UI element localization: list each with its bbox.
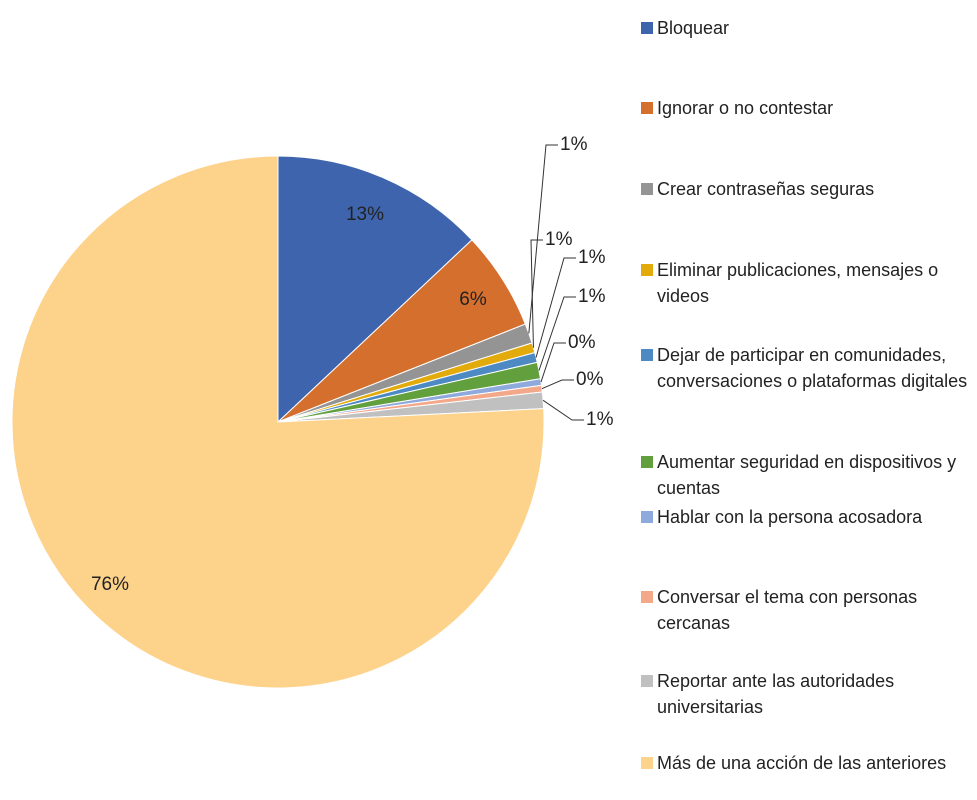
leader-line: [538, 296, 576, 371]
leader-line: [542, 399, 584, 421]
legend-item: Crear contraseñas seguras: [641, 176, 975, 202]
legend-item: Hablar con la persona acosadora: [641, 504, 975, 530]
legend-label: Crear contraseñas seguras: [657, 179, 875, 199]
data-label: 1%: [578, 247, 606, 268]
legend-swatch: [641, 264, 653, 276]
legend-item: Conversar el tema con personas cercanas: [641, 584, 975, 636]
legend-swatch: [641, 183, 653, 195]
legend-label: Dejar de participar en comunidades, conv…: [657, 345, 968, 391]
legend-item: Bloquear: [641, 15, 975, 41]
legend-item: Ignorar o no contestar: [641, 95, 975, 121]
legend-item: Más de una acción de las anteriores: [641, 750, 975, 776]
legend-label: Ignorar o no contestar: [657, 98, 834, 118]
legend-label: Aumentar seguridad en dispositivos y cue…: [657, 452, 957, 498]
legend-swatch: [641, 349, 653, 361]
leader-line: [530, 239, 543, 348]
data-label: 76%: [91, 574, 129, 595]
pie-slice: [277, 155, 473, 424]
leader-line: [540, 342, 566, 383]
pie-slice: [11, 155, 545, 689]
legend-label: Bloquear: [657, 18, 730, 38]
legend-label: Conversar el tema con personas cercanas: [657, 587, 918, 633]
legend-label: Hablar con la persona acosadora: [657, 507, 923, 527]
data-label: 1%: [586, 409, 614, 430]
legend-swatch: [641, 757, 653, 769]
leader-line: [535, 257, 576, 358]
data-label: 6%: [459, 289, 487, 310]
legend-swatch: [641, 102, 653, 114]
legend-item: Dejar de participar en comunidades, conv…: [641, 342, 975, 394]
legend-label: Más de una acción de las anteriores: [657, 753, 947, 773]
data-label: 0%: [568, 332, 596, 353]
legend-swatch: [641, 511, 653, 523]
legend-swatch: [641, 675, 653, 687]
legend-swatch: [641, 22, 653, 34]
leader-line: [541, 379, 574, 390]
data-label: 1%: [560, 134, 588, 155]
legend-label: Reportar ante las autoridades universita…: [657, 671, 895, 717]
legend-item: Eliminar publicaciones, mensajes o video…: [641, 257, 975, 309]
legend-item: Aumentar seguridad en dispositivos y cue…: [641, 449, 975, 501]
legend-label: Eliminar publicaciones, mensajes o video…: [657, 260, 939, 306]
legend-swatch: [641, 456, 653, 468]
leader-line: [528, 144, 558, 334]
data-label: 1%: [578, 286, 606, 307]
data-label: 13%: [346, 204, 384, 225]
data-label: 1%: [545, 229, 573, 250]
data-label: 0%: [576, 369, 604, 390]
legend-swatch: [641, 591, 653, 603]
legend-item: Reportar ante las autoridades universita…: [641, 668, 975, 720]
